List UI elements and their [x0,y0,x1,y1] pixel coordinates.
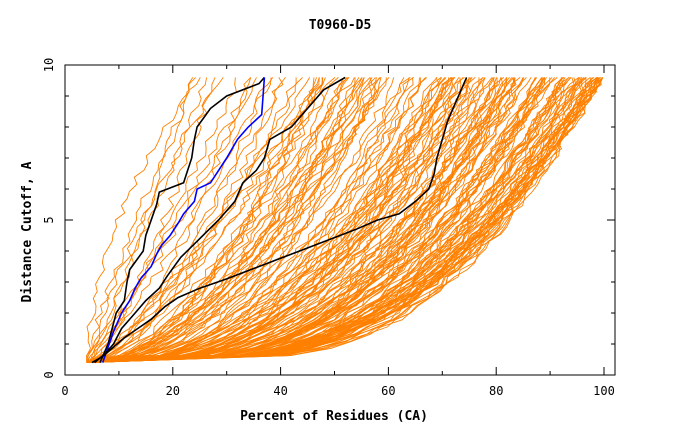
model-curve [86,77,411,364]
chart-title: T0960-D5 [309,18,372,33]
model-curve [86,77,196,363]
model-curve [88,77,252,364]
model-curve [86,77,208,363]
model-curve [86,77,446,364]
model-curve [90,77,486,364]
model-curve [86,77,453,364]
model-curve [86,77,545,364]
y-tick-label: 10 [42,58,56,72]
model-curve [89,77,257,363]
model-curve [86,77,480,364]
y-axis-label: Distance Cutoff, A [20,161,35,302]
model-curve [86,77,339,364]
axis-ticks: 0 20 40 60 80 100 0 5 10 [42,58,615,398]
model-curve [86,77,584,364]
model-curve [88,77,272,363]
model-curve [86,77,365,364]
model-curve [86,77,600,364]
x-tick-label: 20 [166,384,180,398]
model-curve [87,77,495,364]
model-curve [87,77,320,364]
model-curve [86,77,600,364]
model-curve [89,77,216,363]
model-curve [86,77,493,364]
highlight-curve-3 [94,76,346,364]
model-curve [86,77,318,364]
x-tick-label: 100 [593,384,615,398]
model-curve [86,77,252,363]
highlight-curve-1 [99,76,266,363]
model-curve [87,77,577,364]
model-curve [88,77,525,364]
model-curve [87,77,380,364]
model-curve [88,77,442,364]
highlight-curve-4 [91,77,468,364]
model-curve [86,77,320,364]
model-curve [89,77,438,364]
model-curve [86,77,201,363]
model-curve [90,77,376,364]
model-curve [90,77,284,364]
model-curve [88,77,484,364]
y-tick-label: 0 [42,371,56,378]
x-tick-label: 80 [489,384,503,398]
x-axis-label: Percent of Residues (CA) [240,409,428,424]
model-curve [88,77,460,364]
model-curve [88,77,494,364]
model-curve [90,77,515,364]
model-curve [86,77,363,364]
model-curve [88,77,471,364]
model-curve [90,77,508,364]
model-curve [88,77,323,364]
model-curve [88,77,336,364]
model-curve [86,77,324,364]
model-curve [86,77,502,364]
model-curve [86,77,315,364]
model-curve [86,77,537,364]
model-curve [90,77,390,364]
background-model-curves [86,77,604,364]
model-curve [86,77,420,364]
model-curve [89,77,604,364]
model-curve [86,77,599,364]
model-curve [88,77,286,363]
model-curve [90,77,447,364]
model-curve [86,77,524,364]
model-curve [86,77,598,364]
model-curve [89,77,556,364]
y-tick-label: 5 [42,216,56,223]
x-tick-label: 40 [273,384,287,398]
model-curve [87,77,595,364]
model-curve [86,77,414,364]
model-curve [86,77,224,363]
model-curve [88,77,311,363]
model-curve [90,77,527,364]
highlight-curve-2 [101,77,266,363]
model-curve [87,77,604,364]
highlighted-model-curves [91,76,468,364]
x-tick-label: 60 [381,384,395,398]
model-curve [86,77,360,364]
model-curve [86,77,237,363]
model-curve [86,77,405,364]
model-curve [87,77,602,364]
model-curve [89,77,363,364]
model-curve [89,77,194,363]
model-curve [88,77,543,364]
model-curve [87,77,377,364]
model-curve [90,77,349,364]
model-curve [90,77,344,364]
model-curve [86,77,450,364]
model-curve [86,77,538,364]
model-curve [86,77,580,364]
model-curve [88,77,513,364]
model-curve [86,77,587,364]
model-curve [86,77,547,364]
model-curve [86,77,373,364]
x-tick-label: 0 [61,384,68,398]
model-curve [88,77,428,364]
